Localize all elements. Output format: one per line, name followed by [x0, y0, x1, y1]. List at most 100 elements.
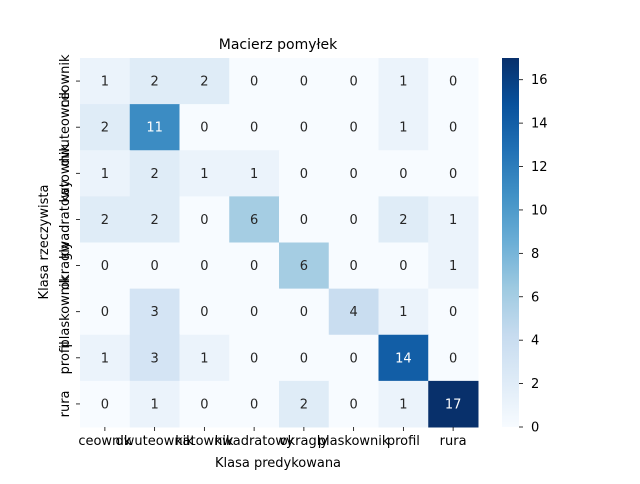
- heatmap-cell: [229, 380, 280, 428]
- colorbar-tick-label: 4: [531, 334, 539, 349]
- cell-value-label: 1: [250, 167, 258, 182]
- cell-value-label: 1: [449, 259, 457, 274]
- colorbar-tick-label: 12: [531, 160, 548, 175]
- heatmap-cell: [428, 196, 479, 243]
- heatmap-cell: [179, 104, 230, 151]
- y-tick-label: dwuteownik: [58, 88, 73, 167]
- heatmap-cell: [80, 196, 131, 243]
- cell-value-label: 0: [300, 213, 308, 228]
- y-tick-label: ceownik: [58, 54, 73, 108]
- heatmap-cell: [179, 242, 230, 290]
- x-tick-labels: ceownikdwuteownikkatownikkwadratowyokrag…: [78, 427, 467, 449]
- cell-value-label: 3: [150, 305, 158, 320]
- heatmap-cell: [179, 334, 230, 382]
- y-axis-label: Klasa rzeczywista: [37, 185, 52, 300]
- heatmap-cell: [378, 334, 429, 382]
- cell-value-label: 0: [250, 397, 258, 412]
- heatmap-cell: [328, 58, 379, 105]
- heatmap-cell: [328, 242, 379, 290]
- heatmap-cell: [279, 150, 330, 197]
- cell-value-label: 0: [349, 397, 357, 412]
- heatmap-cell: [378, 104, 429, 151]
- colorbar-tick-label: 2: [531, 377, 539, 392]
- heatmap-cells: 1 2 2 0 0 0 1 02 11 0 0 0 0 1 01 2 1 1 0 0 0 02 2 0 6 0 0 2 10 0 0 0 6 0 0…: [80, 58, 479, 428]
- cell-value-label: 1: [399, 305, 407, 320]
- colorbar-tick-label: 8: [531, 247, 539, 262]
- cell-value-label: 6: [300, 259, 308, 274]
- cell-value-label: 2: [399, 213, 407, 228]
- cell-value-label: 0: [300, 305, 308, 320]
- heatmap-cell: [378, 150, 429, 197]
- cell-value-label: 0: [200, 121, 208, 136]
- cell-value-label: 0: [250, 75, 258, 90]
- cell-value-label: 0: [349, 351, 357, 366]
- heatmap-cell: [428, 150, 479, 197]
- heatmap-cell: [428, 104, 479, 151]
- y-tick-label: profil: [58, 341, 73, 374]
- colorbar-tick-label: 0: [531, 421, 539, 436]
- heatmap-cell: [378, 380, 429, 428]
- heatmap-cell: [179, 196, 230, 243]
- colorbar-tick-label: 10: [531, 203, 548, 218]
- cell-value-label: 0: [349, 213, 357, 228]
- cell-value-label: 0: [250, 121, 258, 136]
- cell-value-label: 0: [101, 259, 109, 274]
- cell-value-label: 0: [399, 167, 407, 182]
- heatmap-cell: [129, 196, 180, 243]
- heatmap-cell: [428, 288, 479, 336]
- heatmap-cell: [328, 288, 379, 336]
- cell-value-label: 1: [449, 213, 457, 228]
- colorbar: [502, 58, 519, 427]
- heatmap-cell: [378, 196, 429, 243]
- heatmap-cell: [129, 58, 180, 105]
- cell-value-label: 0: [200, 213, 208, 228]
- cell-value-label: 3: [150, 351, 158, 366]
- heatmap-cell: [80, 104, 131, 151]
- heatmap-cell: [328, 334, 379, 382]
- cell-value-label: 2: [300, 397, 308, 412]
- heatmap-cell: [229, 58, 280, 105]
- cell-value-label: 0: [300, 167, 308, 182]
- y-tick-labels: ceownikdwuteownikkatownikkwadratowyokrag…: [58, 54, 80, 417]
- heatmap-cell: [179, 58, 230, 105]
- heatmap-cell: [279, 196, 330, 243]
- cell-value-label: 0: [150, 259, 158, 274]
- heatmap-cell: [179, 150, 230, 197]
- cell-value-label: 0: [101, 305, 109, 320]
- x-tick-label: kwadratowy: [215, 434, 294, 449]
- heatmap-cell: [179, 380, 230, 428]
- y-tick-label: rura: [58, 390, 73, 417]
- cell-value-label: 0: [449, 121, 457, 136]
- cell-value-label: 6: [250, 213, 258, 228]
- cell-value-label: 14: [395, 351, 412, 366]
- cell-value-label: 17: [445, 397, 462, 412]
- heatmap-cell: [328, 196, 379, 243]
- heatmap-cell: [229, 334, 280, 382]
- heatmap-cell: [279, 380, 330, 428]
- heatmap-cell: [129, 242, 180, 290]
- heatmap-cell: [80, 288, 131, 336]
- cell-value-label: 4: [349, 305, 357, 320]
- cell-value-label: 0: [250, 259, 258, 274]
- heatmap-cell: [328, 104, 379, 151]
- x-tick-label: dwuteownik: [116, 434, 195, 449]
- heatmap-cell: [229, 196, 280, 243]
- heatmap-cell: [279, 288, 330, 336]
- heatmap-cell: [378, 288, 429, 336]
- heatmap-cell: [279, 334, 330, 382]
- cell-value-label: 0: [300, 351, 308, 366]
- chart-title: Macierz pomyłek: [219, 37, 338, 53]
- cell-value-label: 0: [250, 305, 258, 320]
- cell-value-label: 2: [150, 75, 158, 90]
- colorbar-ticks: 0 2 4 6 8 10 12 14 16: [519, 73, 548, 436]
- cell-value-label: 0: [300, 75, 308, 90]
- cell-value-label: 0: [200, 397, 208, 412]
- y-tick-label: kwadratowy: [58, 180, 73, 259]
- cell-value-label: 2: [101, 121, 109, 136]
- heatmap-cell: [179, 288, 230, 336]
- heatmap-cell: [80, 242, 131, 290]
- cell-value-label: 2: [150, 167, 158, 182]
- heatmap-cell: [279, 104, 330, 151]
- colorbar-tick-label: 14: [531, 117, 548, 132]
- heatmap-cell: [378, 242, 429, 290]
